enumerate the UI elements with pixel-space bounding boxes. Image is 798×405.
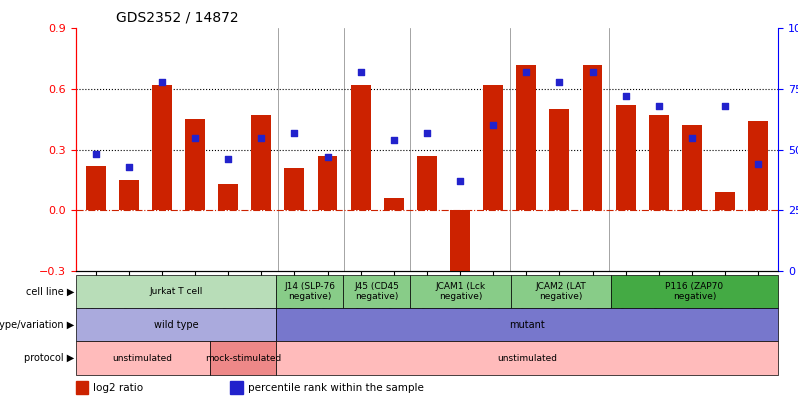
Point (354, 69, 367, 75)
Bar (351, 85, 370, 210)
Point (619, 93, 632, 100)
Bar (583, 65, 602, 210)
Text: genotype/variation ▶: genotype/variation ▶ (0, 320, 74, 330)
Bar (76, 308, 276, 341)
Text: J45 (CD45
negative): J45 (CD45 negative) (354, 282, 399, 301)
Bar (484, 85, 503, 210)
Point (122, 163, 135, 170)
Text: Jurkat T cell: Jurkat T cell (149, 287, 203, 296)
Bar (85, 166, 105, 210)
Point (421, 130, 433, 136)
Text: JCAM1 (Lck
negative): JCAM1 (Lck negative) (435, 282, 485, 301)
Bar (276, 275, 343, 308)
Point (156, 79, 168, 85)
Text: JCAM2 (LAT
negative): JCAM2 (LAT negative) (535, 282, 586, 301)
Text: J14 (SLP-76
negative): J14 (SLP-76 negative) (284, 282, 335, 301)
Bar (410, 275, 511, 308)
Bar (450, 210, 470, 285)
Text: unstimulated: unstimulated (113, 354, 172, 362)
Text: P116 (ZAP70
negative): P116 (ZAP70 negative) (666, 282, 724, 301)
Bar (649, 115, 669, 210)
Text: log2 ratio: log2 ratio (93, 383, 144, 393)
Point (719, 103, 732, 109)
Text: cell line ▶: cell line ▶ (26, 287, 74, 296)
Bar (610, 275, 778, 308)
Bar (251, 115, 271, 210)
Bar (218, 184, 238, 210)
Bar (516, 65, 536, 210)
Text: GDS2352 / 14872: GDS2352 / 14872 (116, 10, 239, 24)
Text: percentile rank within the sample: percentile rank within the sample (248, 383, 424, 393)
Text: wild type: wild type (154, 320, 199, 330)
Point (89, 151, 102, 158)
Bar (715, 192, 735, 210)
Bar (185, 119, 205, 210)
Bar (550, 109, 569, 210)
Point (387, 137, 400, 143)
Point (752, 161, 764, 167)
Point (487, 122, 500, 129)
Point (587, 69, 599, 75)
Point (553, 79, 566, 85)
Point (321, 153, 334, 160)
Bar (76, 275, 276, 308)
Point (653, 103, 666, 109)
Point (520, 69, 533, 75)
Point (288, 130, 301, 136)
Point (255, 134, 267, 141)
Bar (276, 308, 778, 341)
Bar (76, 341, 210, 375)
Bar (231, 381, 243, 394)
Point (454, 178, 467, 184)
Bar (285, 168, 304, 210)
Bar (318, 156, 338, 210)
Text: mock-stimulated: mock-stimulated (205, 354, 281, 362)
Bar (749, 122, 768, 210)
Text: mutant: mutant (509, 320, 545, 330)
Bar (417, 156, 437, 210)
Bar (682, 126, 702, 210)
Bar (343, 275, 410, 308)
Point (188, 134, 201, 141)
Bar (152, 85, 172, 210)
Bar (511, 275, 610, 308)
Bar (210, 341, 276, 375)
Bar (76, 381, 89, 394)
Point (222, 156, 235, 162)
Bar (384, 198, 404, 210)
Text: protocol ▶: protocol ▶ (24, 353, 74, 363)
Bar (119, 180, 139, 210)
Text: unstimulated: unstimulated (497, 354, 557, 362)
Point (685, 134, 698, 141)
Bar (276, 341, 778, 375)
Bar (616, 105, 636, 210)
